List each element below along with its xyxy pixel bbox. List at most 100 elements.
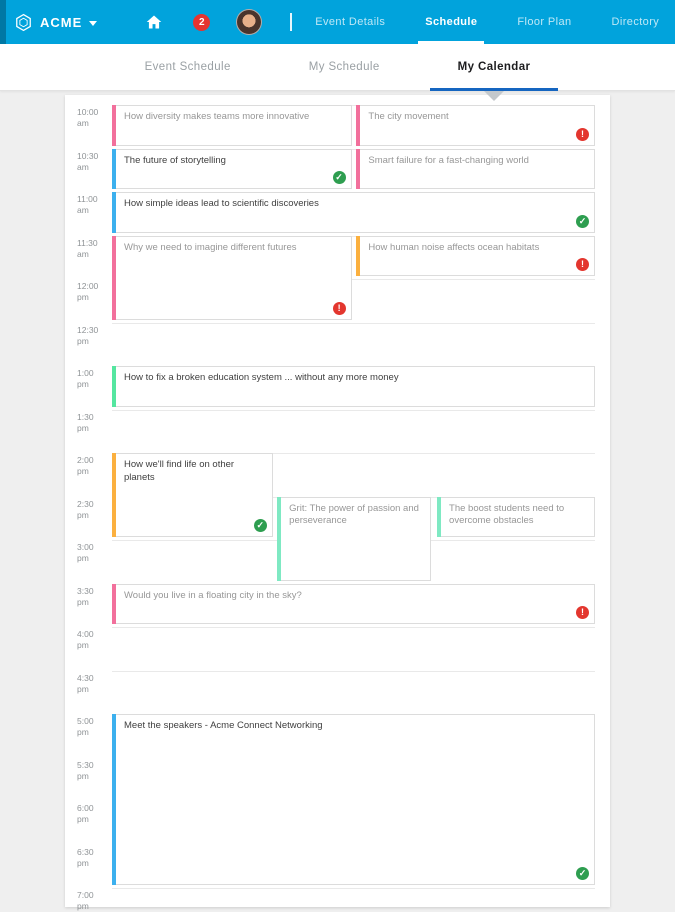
time-label: 11:00 am: [77, 194, 98, 216]
calendar-content: How diversity makes teams more innovativ…: [0, 91, 675, 911]
nav-event-details[interactable]: Event Details: [315, 16, 386, 28]
event-color-bar: [356, 148, 361, 189]
time-label: 12:00 pm: [77, 281, 99, 303]
time-label: 4:00 pm: [77, 629, 94, 651]
event-color-bar: [112, 583, 116, 624]
gridline: [112, 148, 595, 150]
home-icon: [145, 14, 163, 30]
event-title: The future of storytelling: [124, 154, 226, 166]
alert-icon: !: [576, 606, 589, 619]
event-title: Why we need to imagine different futures: [124, 241, 297, 253]
time-label: 3:30 pm: [77, 585, 94, 607]
brand-name: ACME: [40, 14, 83, 30]
calendar-event[interactable]: Meet the speakers - Acme Connect Network…: [112, 714, 595, 885]
event-color-bar: [112, 453, 116, 537]
time-label: 10:30 am: [77, 150, 99, 172]
alert-icon: !: [575, 258, 589, 271]
time-label: 1:30 pm: [77, 411, 94, 433]
chevron-down-icon: [89, 20, 98, 26]
gridline: [112, 279, 595, 280]
schedule-tabbar: Event Schedule My Schedule My Calendar: [0, 44, 675, 101]
time-label: 11:30 am: [77, 237, 98, 259]
event-title: The city movement: [368, 111, 449, 122]
time-label: 4:30 pm: [77, 672, 94, 694]
event-title: Grit: The power of passion and persevera…: [289, 502, 419, 527]
time-label: 2:30 pm: [77, 498, 94, 520]
event-title: How human noise affects ocean habitats: [368, 241, 540, 253]
event-color-bar: [112, 105, 116, 146]
calendar-event[interactable]: How diversity makes teams more innovativ…: [112, 105, 352, 146]
time-label: 5:30 pm: [77, 759, 94, 781]
gridline: [112, 235, 595, 237]
alert-icon: !: [575, 127, 589, 141]
calendar-event[interactable]: How to fix a broken education system ...…: [112, 366, 595, 407]
calendar-event[interactable]: Grit: The power of passion and persevera…: [277, 496, 432, 581]
header-edge-decoration: [0, 0, 6, 44]
event-title: How simple ideas lead to scientific disc…: [124, 198, 319, 209]
time-label: 1:00 pm: [77, 368, 94, 390]
gridline: [112, 409, 595, 411]
time-label: 6:00 pm: [77, 803, 94, 825]
gridline: [112, 105, 595, 106]
check-icon: ✓: [253, 519, 267, 532]
notification-badge[interactable]: 2: [193, 13, 211, 31]
nav-directory[interactable]: Directory: [611, 16, 660, 28]
event-color-bar: [437, 496, 442, 537]
brand-menu[interactable]: ACME: [14, 13, 98, 32]
event-color-bar: [112, 148, 116, 189]
tab-event-schedule[interactable]: Event Schedule: [144, 61, 231, 73]
event-color-bar: [112, 714, 116, 885]
calendar-event[interactable]: Would you live in a floating city in the…: [112, 583, 595, 624]
event-color-bar: [112, 235, 116, 320]
time-label: 3:00 pm: [77, 542, 94, 564]
calendar-event[interactable]: The city movement!: [356, 105, 595, 146]
active-tab-pointer: [484, 90, 505, 101]
alert-icon: !: [332, 301, 346, 315]
calendar-event[interactable]: How human noise affects ocean habitats!: [356, 235, 595, 276]
time-label: 6:30 pm: [77, 846, 94, 868]
gridline: [112, 627, 595, 628]
user-avatar[interactable]: [236, 9, 263, 35]
hexagon-logo-icon: [14, 13, 33, 32]
calendar-event[interactable]: The boost students need to overcome obst…: [437, 496, 595, 537]
event-color-bar: [277, 496, 282, 581]
nav-floor-plan[interactable]: Floor Plan: [517, 16, 572, 28]
event-title: Would you live in a floating city in the…: [124, 589, 302, 601]
time-label: 10:00 am: [77, 107, 99, 129]
gridline: [112, 322, 595, 324]
event-color-bar: [112, 192, 116, 233]
calendar-event[interactable]: Smart failure for a fast-changing world: [356, 148, 595, 189]
event-title: How to fix a broken education system ...…: [124, 372, 399, 383]
event-title: How diversity makes teams more innovativ…: [124, 111, 310, 122]
header-nav: Event Details Schedule Floor Plan Directory: [312, 0, 662, 44]
event-color-bar: [356, 235, 361, 276]
home-button[interactable]: [145, 14, 163, 30]
event-title: How we'll find life on other planets: [124, 459, 235, 483]
time-label: 5:00 pm: [77, 716, 94, 738]
calendar-event[interactable]: The future of storytelling ✓: [112, 148, 352, 189]
app-header: ACME 2 Event Details Schedule Floor Plan Di…: [0, 0, 675, 44]
event-title: The boost students need to overcome obst…: [449, 502, 565, 527]
tab-my-calendar[interactable]: My Calendar: [429, 44, 559, 101]
event-color-bar: [112, 366, 116, 407]
event-title: Smart failure for a fast-changing world: [368, 154, 529, 166]
calendar-event[interactable]: Why we need to imagine different futures…: [112, 235, 352, 320]
event-color-bar: [356, 105, 361, 146]
tab-my-schedule[interactable]: My Schedule: [308, 61, 380, 73]
time-label: 2:00 pm: [77, 455, 94, 477]
check-icon: ✓: [576, 214, 589, 228]
check-icon: ✓: [576, 867, 589, 880]
calendar-event[interactable]: How simple ideas lead to scientific disc…: [112, 192, 595, 233]
calendar-event[interactable]: How we'll find life on other planets ✓: [112, 453, 273, 537]
gridline: [112, 453, 595, 454]
events-layer: How diversity makes teams more innovativ…: [112, 95, 595, 907]
event-title: Meet the speakers - Acme Connect Network…: [124, 720, 323, 731]
time-label: 7:00 pm: [77, 890, 94, 912]
calendar-panel: How diversity makes teams more innovativ…: [65, 95, 610, 911]
time-label: 12:30 pm: [77, 324, 99, 346]
gridline: [112, 888, 595, 889]
gridline: [112, 670, 595, 672]
header-divider: [290, 13, 293, 31]
nav-schedule[interactable]: Schedule: [418, 0, 485, 44]
